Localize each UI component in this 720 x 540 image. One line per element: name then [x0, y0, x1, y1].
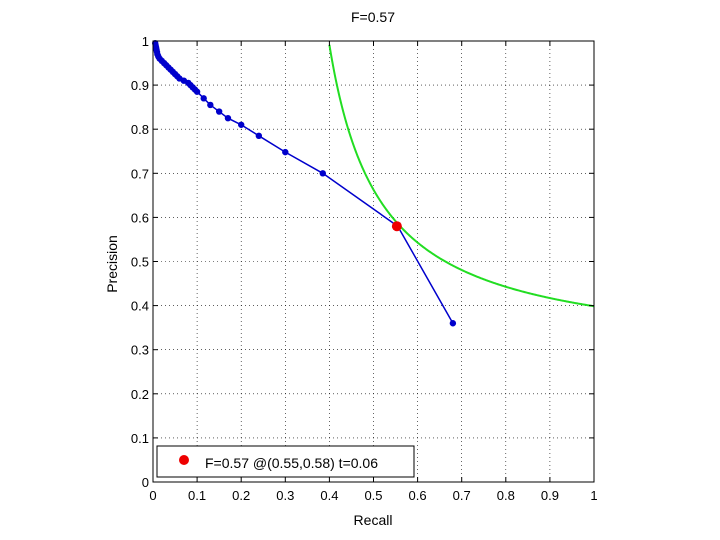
- x-tick-label: 0: [149, 488, 156, 503]
- legend-box: [156, 445, 415, 478]
- y-tick-label: 0.8: [131, 122, 149, 137]
- y-axis-label: Precision: [104, 235, 120, 293]
- pr-curve-point: [319, 170, 326, 177]
- x-axis-label: Recall: [354, 512, 393, 528]
- x-tick-label: 1: [590, 488, 597, 503]
- x-tick-label: 0.7: [453, 488, 471, 503]
- pr-curve-point: [449, 320, 457, 327]
- pr-curve-point: [193, 88, 201, 95]
- pr-curve-point: [200, 95, 207, 102]
- x-tick-label: 0.8: [497, 488, 515, 503]
- iso-f-curve: [328, 44, 595, 308]
- y-tick-label: 0.3: [131, 343, 149, 358]
- x-tick-label: 0.1: [188, 488, 206, 503]
- curves: [152, 40, 595, 327]
- chart-title: F=0.57: [351, 9, 395, 25]
- pr-curve-point: [224, 114, 232, 122]
- x-tick-label: 0.4: [320, 488, 338, 503]
- y-tick-label: 1: [142, 34, 149, 49]
- x-tick-label: 0.3: [276, 488, 294, 503]
- y-tick-label: 0.7: [131, 166, 149, 181]
- legend-label: F=0.57 @(0.55,0.58) t=0.06: [205, 455, 378, 471]
- pr-curve-point: [255, 132, 263, 140]
- y-tick-label: 0.1: [131, 431, 149, 446]
- y-tick-label: 0.4: [131, 299, 149, 314]
- grid-lines: [153, 41, 594, 482]
- x-tick-label: 0.5: [364, 488, 382, 503]
- y-tick-label: 0.5: [131, 255, 149, 270]
- pr-curve-point: [215, 108, 223, 115]
- y-tick-label: 0.9: [131, 78, 149, 93]
- x-tick-label: 0.2: [232, 488, 250, 503]
- legend-marker: [179, 455, 189, 465]
- y-tick-label: 0.6: [131, 210, 149, 225]
- pr-curve-point: [207, 101, 214, 109]
- pr-curve-point: [282, 148, 289, 156]
- best-f-point: [391, 221, 402, 232]
- legend: F=0.57 @(0.55,0.58) t=0.06: [156, 445, 415, 478]
- x-tick-label: 0.9: [541, 488, 559, 503]
- pr-curve-point: [238, 121, 245, 128]
- x-tick-label: 0.6: [409, 488, 427, 503]
- y-tick-label: 0.2: [131, 387, 149, 402]
- y-tick-label: 0: [142, 475, 149, 490]
- axis-ticks: 0 0.1 0.2 0.3 0.4 0.5 0.6 0.7 0.8 0.9 1 0 0.1 0.2 0.3 0…: [131, 34, 598, 503]
